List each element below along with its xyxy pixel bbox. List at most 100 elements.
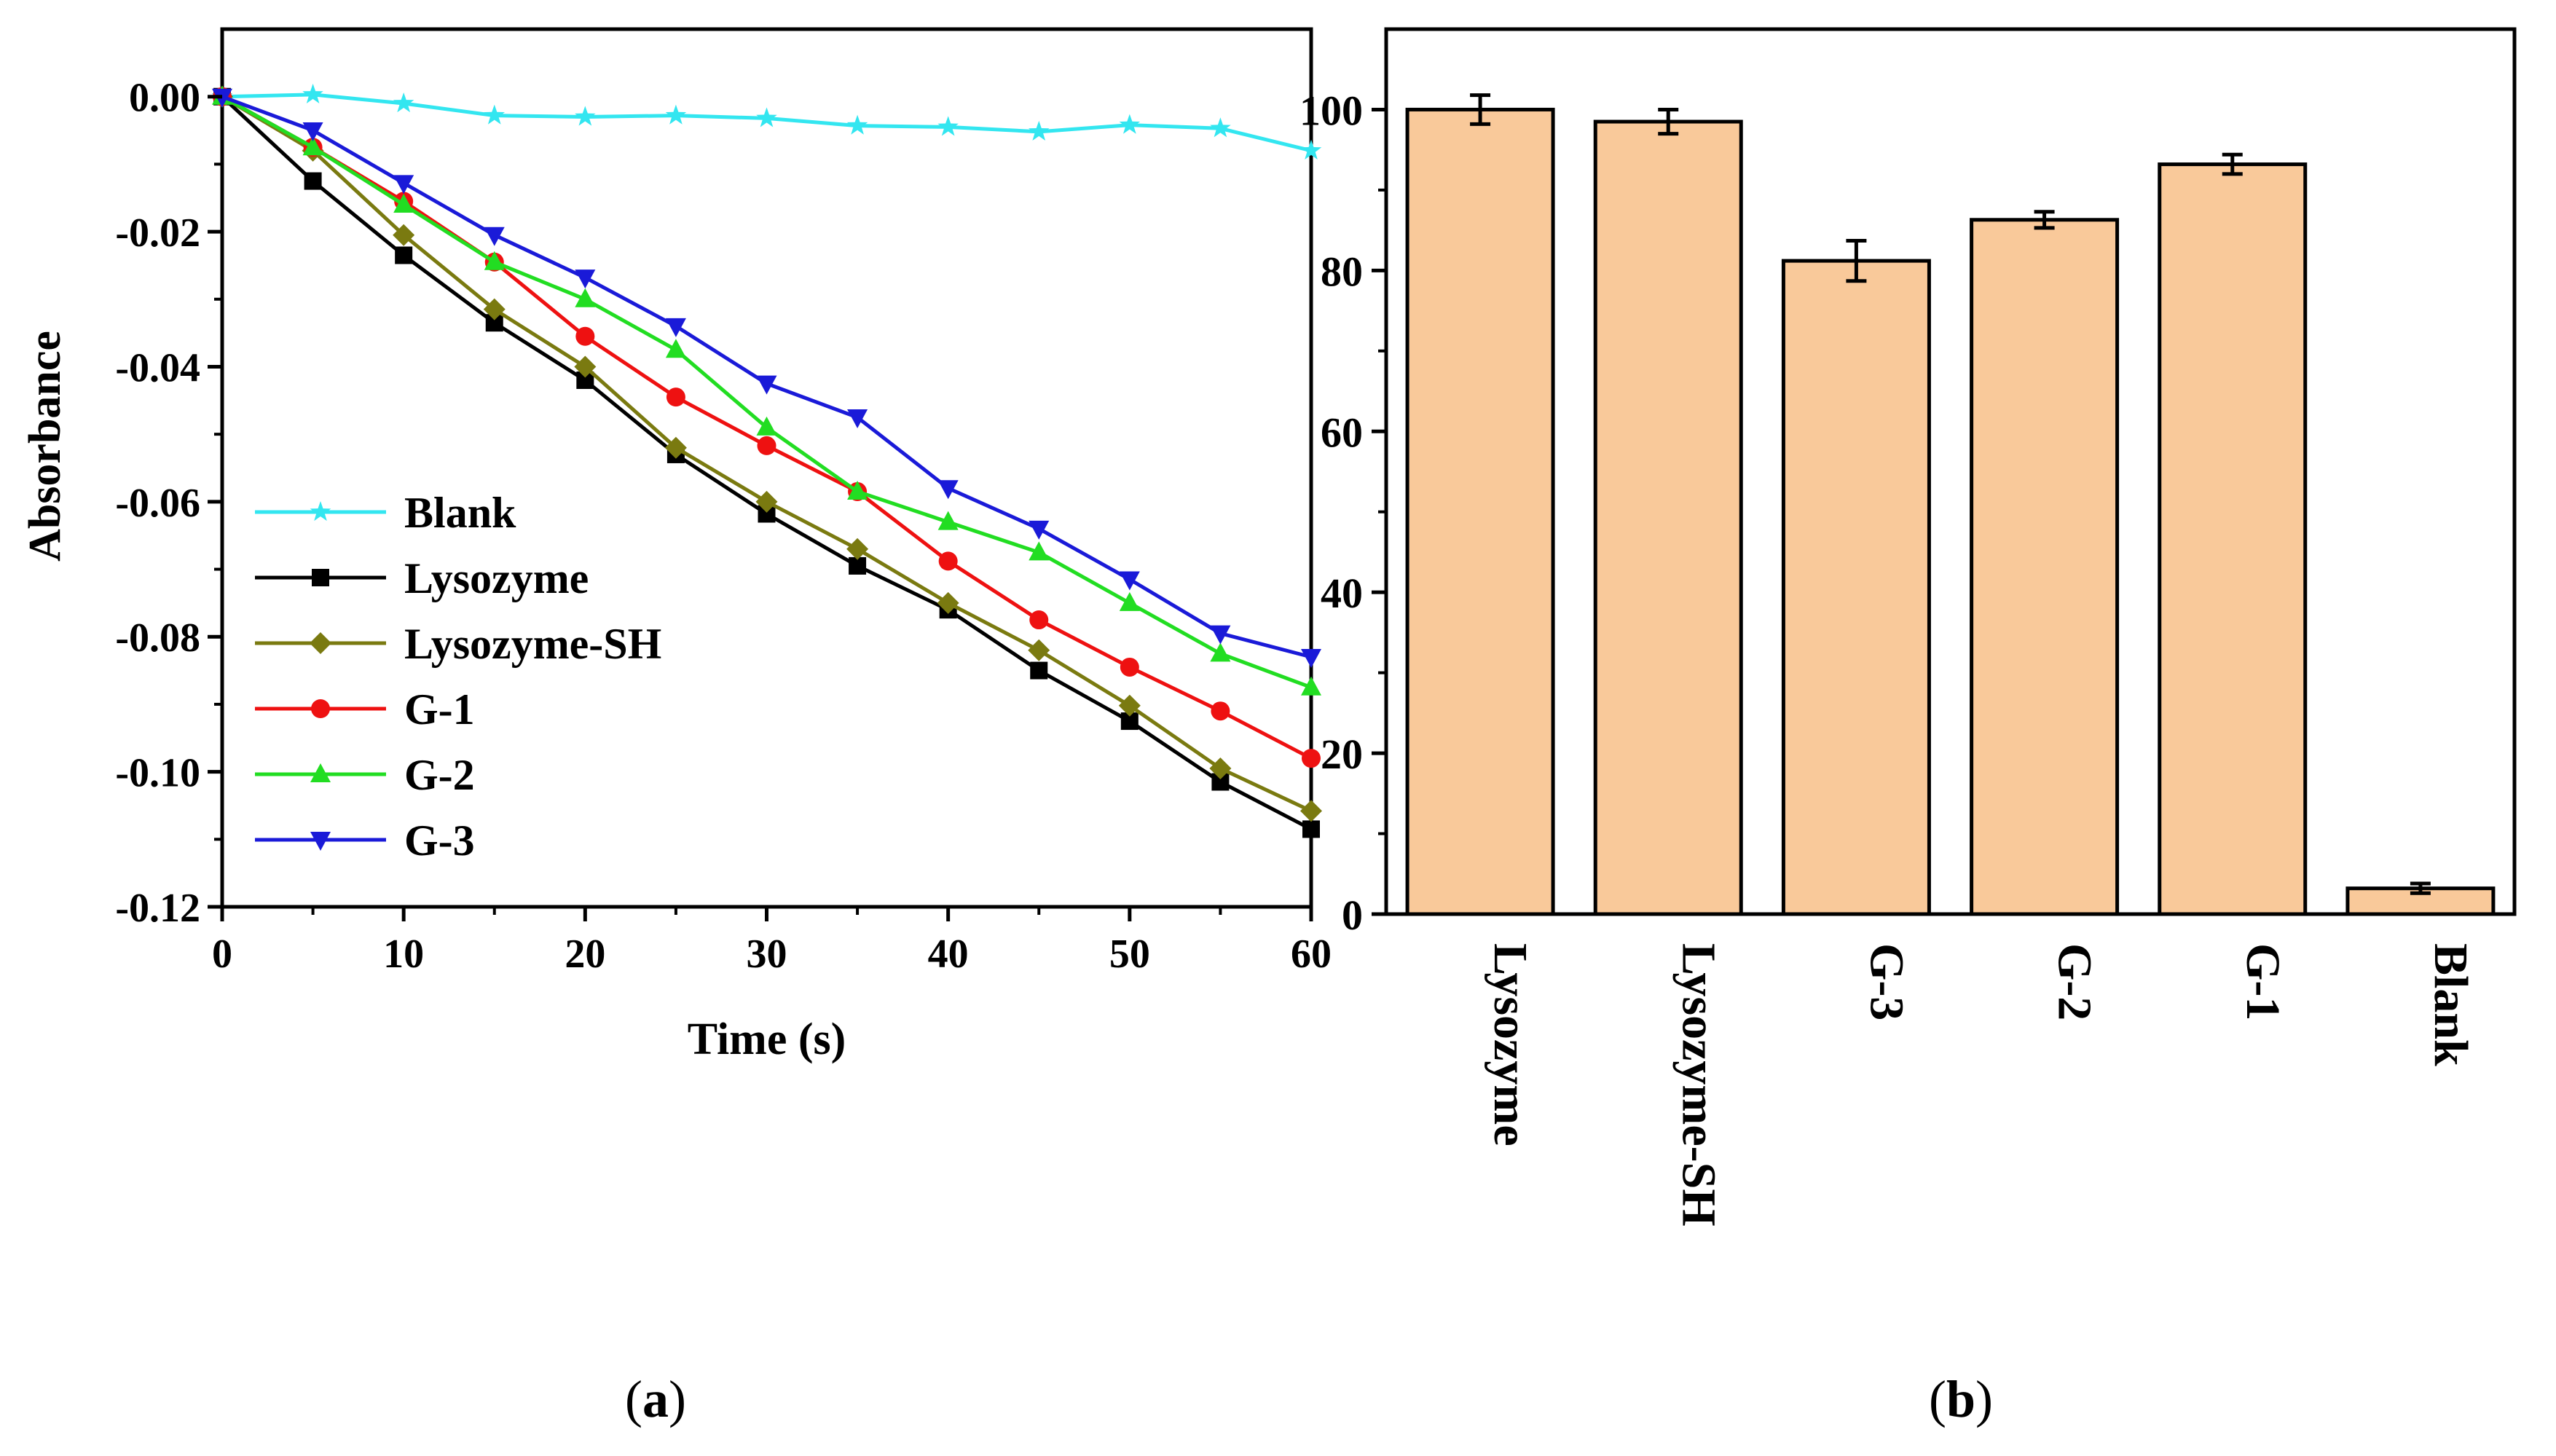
data-point-lysozyme	[395, 246, 413, 264]
data-point-g-1	[575, 326, 595, 346]
chart-b-bar-plot: Lysozyme Lysozyme-SH G-3 G-2 G-1 Blank 0 20 40 60…	[1299, 27, 2517, 1227]
data-point-g-1	[1120, 657, 1139, 677]
data-point-lysozyme-sh	[1209, 757, 1232, 779]
data-point-g-3	[302, 122, 323, 142]
data-point-blank	[937, 116, 959, 136]
data-point-lysozyme-sh	[755, 490, 778, 513]
data-point-g-2	[756, 416, 777, 436]
data-point-g-3	[1119, 571, 1140, 591]
data-point-blank	[756, 107, 777, 127]
data-point-blank	[1119, 114, 1141, 134]
data-point-blank	[393, 93, 414, 113]
x-tick-label-a: 50	[1109, 932, 1150, 977]
data-point-lysozyme	[1302, 820, 1320, 838]
data-point-blank	[575, 106, 596, 126]
y-tick-label-a: -0.10	[115, 751, 200, 796]
y-tick-label-b: 60	[1321, 409, 1363, 456]
data-point-blank	[665, 104, 687, 125]
x-tick-label-b: G-2	[2048, 943, 2101, 1020]
x-tick-label-b: G-1	[2236, 943, 2289, 1020]
x-tick-label-b: Lysozyme	[1484, 943, 1537, 1146]
plot-frame-b	[1384, 27, 2517, 916]
data-point-g-1	[666, 387, 685, 407]
data-point-g-3	[756, 375, 777, 395]
legend-marker-g-1	[311, 699, 330, 718]
x-tick-label-a: 20	[565, 932, 605, 977]
bar-g-3	[1781, 259, 1931, 916]
x-tick-label-b: G-3	[1860, 943, 1913, 1020]
data-point-g-2	[665, 339, 686, 358]
data-point-lysozyme	[304, 172, 322, 190]
y-axis-title-a: Absorbance	[20, 331, 70, 562]
bar-lysozyme	[1405, 107, 1555, 916]
legend-marker-blank	[310, 501, 331, 522]
data-point-g-2	[1119, 591, 1140, 611]
y-tick-label-a: -0.04	[115, 345, 200, 390]
data-point-lysozyme-sh	[937, 591, 959, 614]
data-point-g-3	[1301, 649, 1321, 669]
data-point-g-1	[1302, 749, 1321, 768]
y-tick-label-b: 0	[1342, 892, 1363, 939]
x-tick-label-a: 10	[383, 932, 424, 977]
data-point-blank	[302, 83, 323, 103]
data-point-lysozyme	[1030, 661, 1048, 680]
x-tick-label-b: Lysozyme-SH	[1672, 943, 1725, 1227]
data-point-g-2	[1029, 541, 1050, 561]
x-tick-label-a: 40	[928, 932, 969, 977]
y-tick-label-b: 100	[1299, 87, 1363, 134]
data-point-g-3	[1029, 520, 1050, 540]
data-point-g-3	[1210, 625, 1231, 645]
data-point-g-2	[484, 251, 505, 270]
x-tick-label-a: 0	[212, 932, 232, 977]
legend-marker-lysozyme	[312, 569, 329, 586]
data-point-blank	[1300, 139, 1322, 160]
y-tick-label-a: -0.08	[115, 615, 200, 661]
data-point-lysozyme-sh	[574, 355, 597, 378]
panel-label-b-letter: b	[1946, 1370, 1976, 1428]
y-tick-label-a: -0.12	[115, 886, 200, 931]
data-point-g-2	[937, 511, 959, 530]
bar-lysozyme-sh	[1593, 119, 1743, 916]
data-point-lysozyme	[849, 556, 867, 575]
panel-label-b: (b)	[1929, 1370, 1994, 1428]
data-point-g-3	[937, 480, 959, 500]
legend-marker-lysozyme-sh	[310, 632, 331, 654]
data-point-g-1	[757, 436, 776, 455]
legend-marker-g-2	[310, 763, 331, 782]
chart-a-line-plot: 0 10 20 30 40 50 60 0.00 -0.02 -0.04 -0.06 -0.08 -0.…	[20, 27, 1332, 1064]
data-point-g-3	[393, 175, 414, 194]
legend-label-lysozyme: Lysozyme	[404, 554, 589, 602]
data-point-lysozyme-sh	[1118, 694, 1141, 717]
y-tick-label-b: 80	[1321, 248, 1363, 295]
data-point-blank	[846, 114, 868, 135]
data-point-lysozyme-sh	[846, 538, 869, 560]
data-point-g-1	[938, 551, 958, 571]
bar-g-2	[1970, 218, 2120, 916]
data-point-blank	[1210, 117, 1231, 138]
data-point-lysozyme-sh	[664, 436, 687, 459]
data-point-g-3	[665, 318, 686, 337]
data-point-blank	[1029, 120, 1050, 141]
data-point-g-2	[847, 480, 868, 500]
data-point-g-2	[1210, 642, 1231, 662]
x-tick-label-a: 60	[1291, 932, 1332, 977]
data-point-lysozyme-sh	[1300, 800, 1322, 822]
legend-label-g-3: G-3	[404, 816, 475, 865]
data-point-g-3	[847, 409, 868, 428]
x-axis-title-a: Time (s)	[688, 1015, 846, 1064]
data-point-g-1	[1211, 701, 1230, 721]
data-point-lysozyme-sh	[483, 298, 506, 320]
legend-label-g-1: G-1	[404, 685, 475, 733]
data-point-lysozyme-sh	[393, 224, 415, 246]
x-tick-label-b: Blank	[2424, 943, 2477, 1066]
data-point-g-2	[1301, 676, 1321, 696]
data-point-g-2	[302, 136, 323, 156]
data-point-g-2	[575, 288, 596, 307]
data-point-g-2	[393, 194, 414, 213]
panel-label-a-letter: a	[642, 1370, 669, 1428]
legend-label-g-2: G-2	[404, 751, 475, 799]
data-point-lysozyme-sh	[1028, 639, 1050, 661]
legend-label-lysozyme-sh: Lysozyme-SH	[404, 620, 661, 668]
y-tick-label-a: 0.00	[129, 76, 200, 121]
